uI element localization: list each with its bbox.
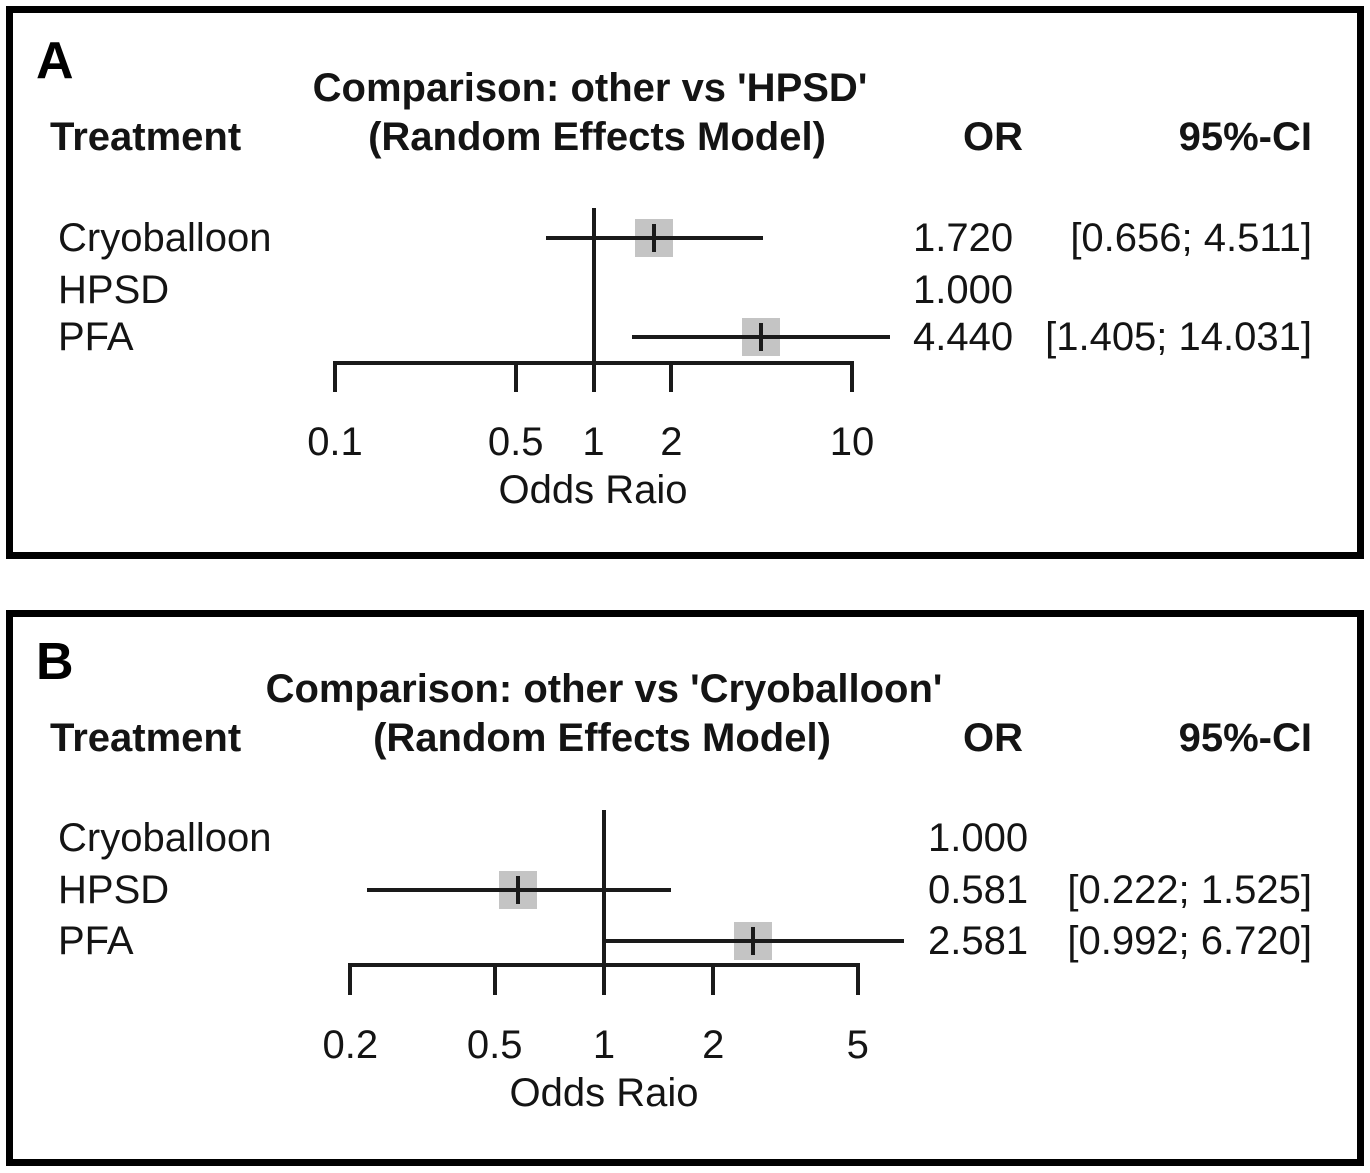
panel-b-ci-value: [0.992; 6.720] bbox=[1067, 919, 1312, 963]
panel-b-title-line1: Comparison: other vs 'Cryoballoon' bbox=[265, 667, 943, 711]
panel-b-ci-header: 95%-CI bbox=[1178, 716, 1312, 760]
panel-a-ci-value: [1.405; 14.031] bbox=[1045, 315, 1312, 359]
panel-a-or-value: 4.440 bbox=[913, 315, 1014, 359]
panel-a-or-header: OR bbox=[963, 115, 1023, 159]
panel-a-row-label: HPSD bbox=[58, 268, 170, 312]
panel-a-or-value: 1.720 bbox=[913, 216, 1014, 260]
panel-b-or-value: 1.000 bbox=[928, 816, 1029, 860]
panel-b-row-label: HPSD bbox=[58, 868, 170, 912]
panel-b-letter: B bbox=[36, 633, 74, 691]
panel-a-title-line1: Comparison: other vs 'HPSD' bbox=[312, 66, 868, 110]
panel-b-treatment-header: Treatment bbox=[50, 716, 242, 760]
panel-b-or-value: 2.581 bbox=[928, 919, 1029, 963]
panel-b-xaxis-label: Odds Raio bbox=[509, 1071, 699, 1115]
panel-b-row-label: Cryoballoon bbox=[58, 816, 272, 860]
panel-a-xaxis-label: Odds Raio bbox=[498, 468, 688, 512]
panel-a-row-label: Cryoballoon bbox=[58, 216, 272, 260]
panel-a-treatment-header: Treatment bbox=[50, 115, 242, 159]
panel-a-ci-header: 95%-CI bbox=[1178, 115, 1312, 159]
panel-b-or-value: 0.581 bbox=[928, 868, 1029, 912]
panel-a-letter: A bbox=[36, 32, 74, 90]
panel-a-ci-value bbox=[1012, 270, 1312, 310]
panel-b-title-line2: (Random Effects Model) bbox=[373, 716, 831, 760]
panel-a-or-value: 1.000 bbox=[913, 268, 1014, 312]
panel-b-row-label: PFA bbox=[58, 919, 134, 963]
panel-a-ci-value: [0.656; 4.511] bbox=[1070, 216, 1312, 260]
panel-b-ci-value bbox=[1012, 818, 1312, 858]
panel-b-frame bbox=[6, 610, 1364, 1166]
panel-a-title-line2: (Random Effects Model) bbox=[368, 115, 826, 159]
panel-a-frame bbox=[6, 6, 1364, 559]
panel-b-ci-value: [0.222; 1.525] bbox=[1067, 868, 1312, 912]
panel-b-or-header: OR bbox=[963, 716, 1023, 760]
panel-a-row-label: PFA bbox=[58, 315, 134, 359]
